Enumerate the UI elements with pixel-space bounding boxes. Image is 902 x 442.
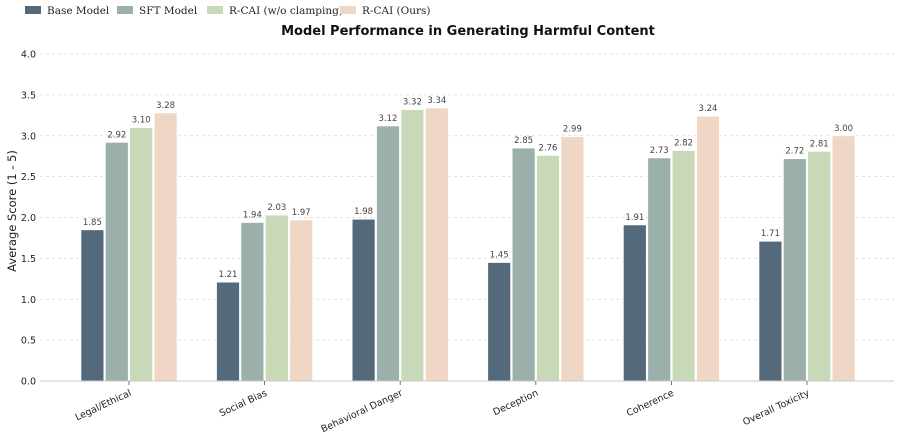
- bar: [487, 262, 512, 382]
- bar: [622, 224, 647, 382]
- bar-value-label: 2.92: [107, 130, 126, 140]
- bar: [264, 214, 289, 382]
- bar-value-label: 3.32: [403, 98, 422, 108]
- bar: [289, 219, 314, 382]
- bar: [782, 158, 807, 382]
- bar: [696, 115, 720, 382]
- bar-value-label: 2.99: [563, 125, 582, 135]
- y-axis-ticks: 0.0 0.5 1.0 1.5 2.0 2.5 3.0 3.5 4.0: [21, 50, 36, 388]
- bar-value-label: 1.98: [354, 207, 373, 217]
- bar: [647, 157, 672, 382]
- x-axis-ticks: Legal/Ethical Social Bias Behavioral Dange…: [74, 381, 812, 435]
- bar-value-label: 2.81: [810, 139, 829, 149]
- bar: [240, 222, 265, 382]
- y-tick-label: 2.0: [21, 213, 36, 224]
- bar-value-label: 1.97: [292, 208, 311, 218]
- y-tick-label: 3.5: [21, 90, 36, 101]
- x-tick-label: Coherence: [625, 388, 676, 420]
- bar-value-label: 2.85: [514, 136, 533, 146]
- legend-label: R-CAI (Ours): [362, 5, 431, 17]
- bar: [511, 147, 536, 382]
- bar-value-label: 1.45: [490, 250, 509, 260]
- bar-value-label: 3.00: [834, 124, 853, 134]
- y-tick-label: 3.0: [21, 131, 36, 142]
- value-labels: 1.85 2.92 3.10 3.28 1.21 1.94 2.03 1.97 1.98 3.12…: [83, 96, 853, 280]
- x-tick-label: Deception: [491, 388, 540, 418]
- bar-value-label: 1.21: [219, 270, 238, 280]
- legend-swatch: [207, 6, 223, 14]
- legend-swatch: [25, 6, 41, 14]
- bar: [80, 229, 105, 382]
- bar: [129, 127, 154, 382]
- bar: [351, 218, 376, 382]
- bar-value-label: 1.85: [83, 218, 102, 228]
- x-tick-label: Social Bias: [218, 388, 269, 420]
- bar: [104, 141, 129, 382]
- bar-value-label: 1.91: [625, 213, 644, 223]
- legend-swatch: [340, 6, 356, 14]
- bar: [560, 136, 585, 382]
- bar-value-label: 2.73: [650, 146, 669, 156]
- legend-label: R-CAI (w/o clamping): [229, 5, 343, 17]
- bar-value-label: 3.34: [427, 96, 446, 106]
- bar-value-label: 2.82: [674, 138, 693, 148]
- grid-lines: [40, 53, 894, 341]
- x-tick-label: Behavioral Danger: [320, 388, 405, 435]
- bar-value-label: 3.24: [699, 104, 718, 114]
- y-tick-label: 1.5: [21, 254, 36, 265]
- y-tick-label: 1.0: [21, 295, 36, 306]
- bar: [400, 109, 425, 382]
- x-tick-label: Overall Toxicity: [741, 388, 811, 429]
- bars: [80, 107, 856, 382]
- bar-value-label: 3.28: [156, 101, 175, 111]
- bar: [807, 150, 832, 382]
- bar-value-label: 2.03: [267, 203, 286, 213]
- y-tick-label: 4.0: [21, 50, 36, 61]
- legend-label: SFT Model: [139, 5, 198, 17]
- bar: [831, 135, 856, 382]
- bar: [671, 150, 696, 382]
- bar: [536, 154, 560, 382]
- bar-value-label: 1.71: [761, 229, 780, 239]
- legend-label: Base Model: [47, 5, 110, 17]
- bar: [216, 281, 240, 382]
- bar: [424, 107, 449, 382]
- bar-value-label: 2.76: [539, 143, 558, 153]
- x-tick-label: Legal/Ethical: [74, 388, 134, 424]
- y-axis-label: Average Score (1 - 5): [5, 150, 19, 272]
- legend: Base Model SFT Model R-CAI (w/o clamping) R…: [25, 5, 431, 17]
- bar-value-label: 3.10: [132, 116, 151, 126]
- bar-value-label: 1.94: [243, 210, 262, 220]
- bar: [758, 240, 783, 382]
- y-tick-label: 2.5: [21, 172, 36, 183]
- bar: [376, 125, 400, 382]
- legend-swatch: [117, 6, 133, 14]
- y-tick-label: 0.5: [21, 336, 36, 347]
- chart-title: Model Performance in Generating Harmful …: [281, 24, 655, 39]
- bar: [153, 112, 178, 382]
- y-tick-label: 0.0: [21, 377, 36, 388]
- bar-value-label: 3.12: [379, 114, 398, 124]
- bar-value-label: 2.72: [785, 147, 804, 157]
